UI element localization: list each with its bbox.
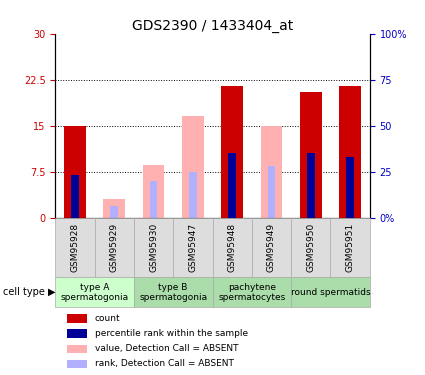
Text: type A
spermatogonia: type A spermatogonia <box>60 283 129 302</box>
Bar <box>94 217 134 278</box>
Bar <box>64 126 86 218</box>
Text: cell type ▶: cell type ▶ <box>3 287 55 297</box>
Bar <box>67 360 87 368</box>
Bar <box>110 207 118 218</box>
Bar <box>291 217 331 278</box>
Bar <box>134 278 212 307</box>
Text: round spermatids: round spermatids <box>291 288 370 297</box>
Bar <box>212 278 291 307</box>
Bar <box>134 217 173 278</box>
Bar <box>55 278 134 307</box>
Bar <box>346 157 354 218</box>
Text: GSM95948: GSM95948 <box>228 223 237 272</box>
Text: GSM95949: GSM95949 <box>267 223 276 272</box>
Bar <box>182 116 204 218</box>
Bar <box>228 153 236 218</box>
Bar <box>221 86 243 218</box>
Text: type B
spermatogonia: type B spermatogonia <box>139 283 207 302</box>
Text: rank, Detection Call = ABSENT: rank, Detection Call = ABSENT <box>94 359 233 368</box>
Bar <box>150 181 157 218</box>
Text: GSM95951: GSM95951 <box>346 223 354 272</box>
Text: GSM95928: GSM95928 <box>71 223 79 272</box>
Bar <box>252 217 291 278</box>
Bar <box>291 278 370 307</box>
Text: pachytene
spermatocytes: pachytene spermatocytes <box>218 283 286 302</box>
Text: GSM95950: GSM95950 <box>306 223 315 272</box>
Bar <box>331 217 370 278</box>
Bar <box>103 199 125 217</box>
Bar <box>261 126 282 218</box>
Bar <box>300 92 322 218</box>
Bar <box>173 217 212 278</box>
Bar <box>339 86 361 218</box>
Bar <box>143 165 164 218</box>
Text: GSM95929: GSM95929 <box>110 223 119 272</box>
Bar <box>67 314 87 323</box>
Bar <box>71 175 79 217</box>
Title: GDS2390 / 1433404_at: GDS2390 / 1433404_at <box>132 19 293 33</box>
Text: GSM95947: GSM95947 <box>188 223 197 272</box>
Bar <box>267 166 275 218</box>
Text: GSM95930: GSM95930 <box>149 223 158 272</box>
Bar <box>67 330 87 338</box>
Bar <box>67 345 87 353</box>
Text: count: count <box>94 314 120 323</box>
Text: percentile rank within the sample: percentile rank within the sample <box>94 329 248 338</box>
Text: value, Detection Call = ABSENT: value, Detection Call = ABSENT <box>94 344 238 353</box>
Bar <box>212 217 252 278</box>
Bar <box>307 153 314 218</box>
Bar <box>55 217 94 278</box>
Bar <box>189 172 197 217</box>
